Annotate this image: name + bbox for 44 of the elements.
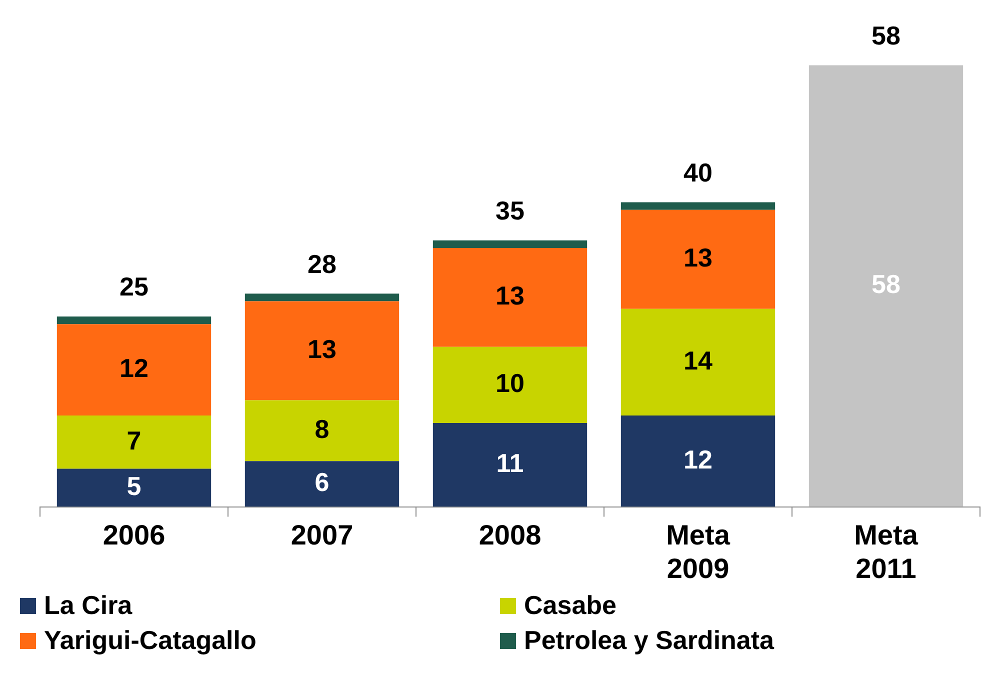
- legend-label: Yarigui-Catagallo: [44, 625, 256, 656]
- data-label: 8: [314, 414, 330, 444]
- data-label: 7: [126, 425, 142, 456]
- total-label: 40: [684, 157, 712, 188]
- bar: [56, 468, 212, 507]
- bar: [244, 301, 400, 400]
- bar: [620, 210, 776, 309]
- bar: [620, 202, 776, 210]
- x-tick-label: 2008: [478, 519, 542, 550]
- data-label: 10: [496, 368, 524, 398]
- bar: [244, 294, 400, 302]
- data-label: 11: [496, 448, 524, 478]
- bar: [244, 400, 400, 462]
- total-label: 28: [308, 248, 336, 279]
- bar: [432, 248, 588, 347]
- total-label: 35: [496, 196, 524, 226]
- x-tick-label: Meta 2009: [666, 519, 730, 584]
- bar: [432, 346, 588, 424]
- data-label: 12: [684, 444, 712, 474]
- legend-label: Casabe: [524, 590, 616, 621]
- bar: [56, 415, 212, 469]
- bar: [620, 415, 776, 507]
- bar: [432, 240, 588, 248]
- data-label: 6: [314, 467, 330, 498]
- legend-label: Petrolea y Sardinata: [524, 625, 774, 656]
- bar: [808, 65, 964, 507]
- bar: [620, 308, 776, 416]
- data-label: 12: [120, 352, 148, 383]
- bar: [56, 324, 212, 416]
- data-label: 13: [684, 242, 712, 273]
- data-label: 58: [872, 269, 900, 300]
- legend-label: La Cira: [44, 590, 132, 621]
- data-label: 14: [684, 345, 713, 376]
- bar: [244, 461, 400, 507]
- bar: [56, 316, 212, 324]
- bar: [432, 423, 588, 507]
- x-tick-label: 2006: [102, 519, 166, 550]
- data-label: 5: [126, 470, 142, 501]
- data-label: 13: [308, 334, 336, 364]
- total-label: 25: [120, 272, 148, 302]
- data-label: 13: [496, 280, 524, 311]
- x-tick-label: Meta 2011: [854, 519, 918, 584]
- total-label: 58: [872, 20, 900, 50]
- x-tick-label: 2007: [290, 519, 354, 550]
